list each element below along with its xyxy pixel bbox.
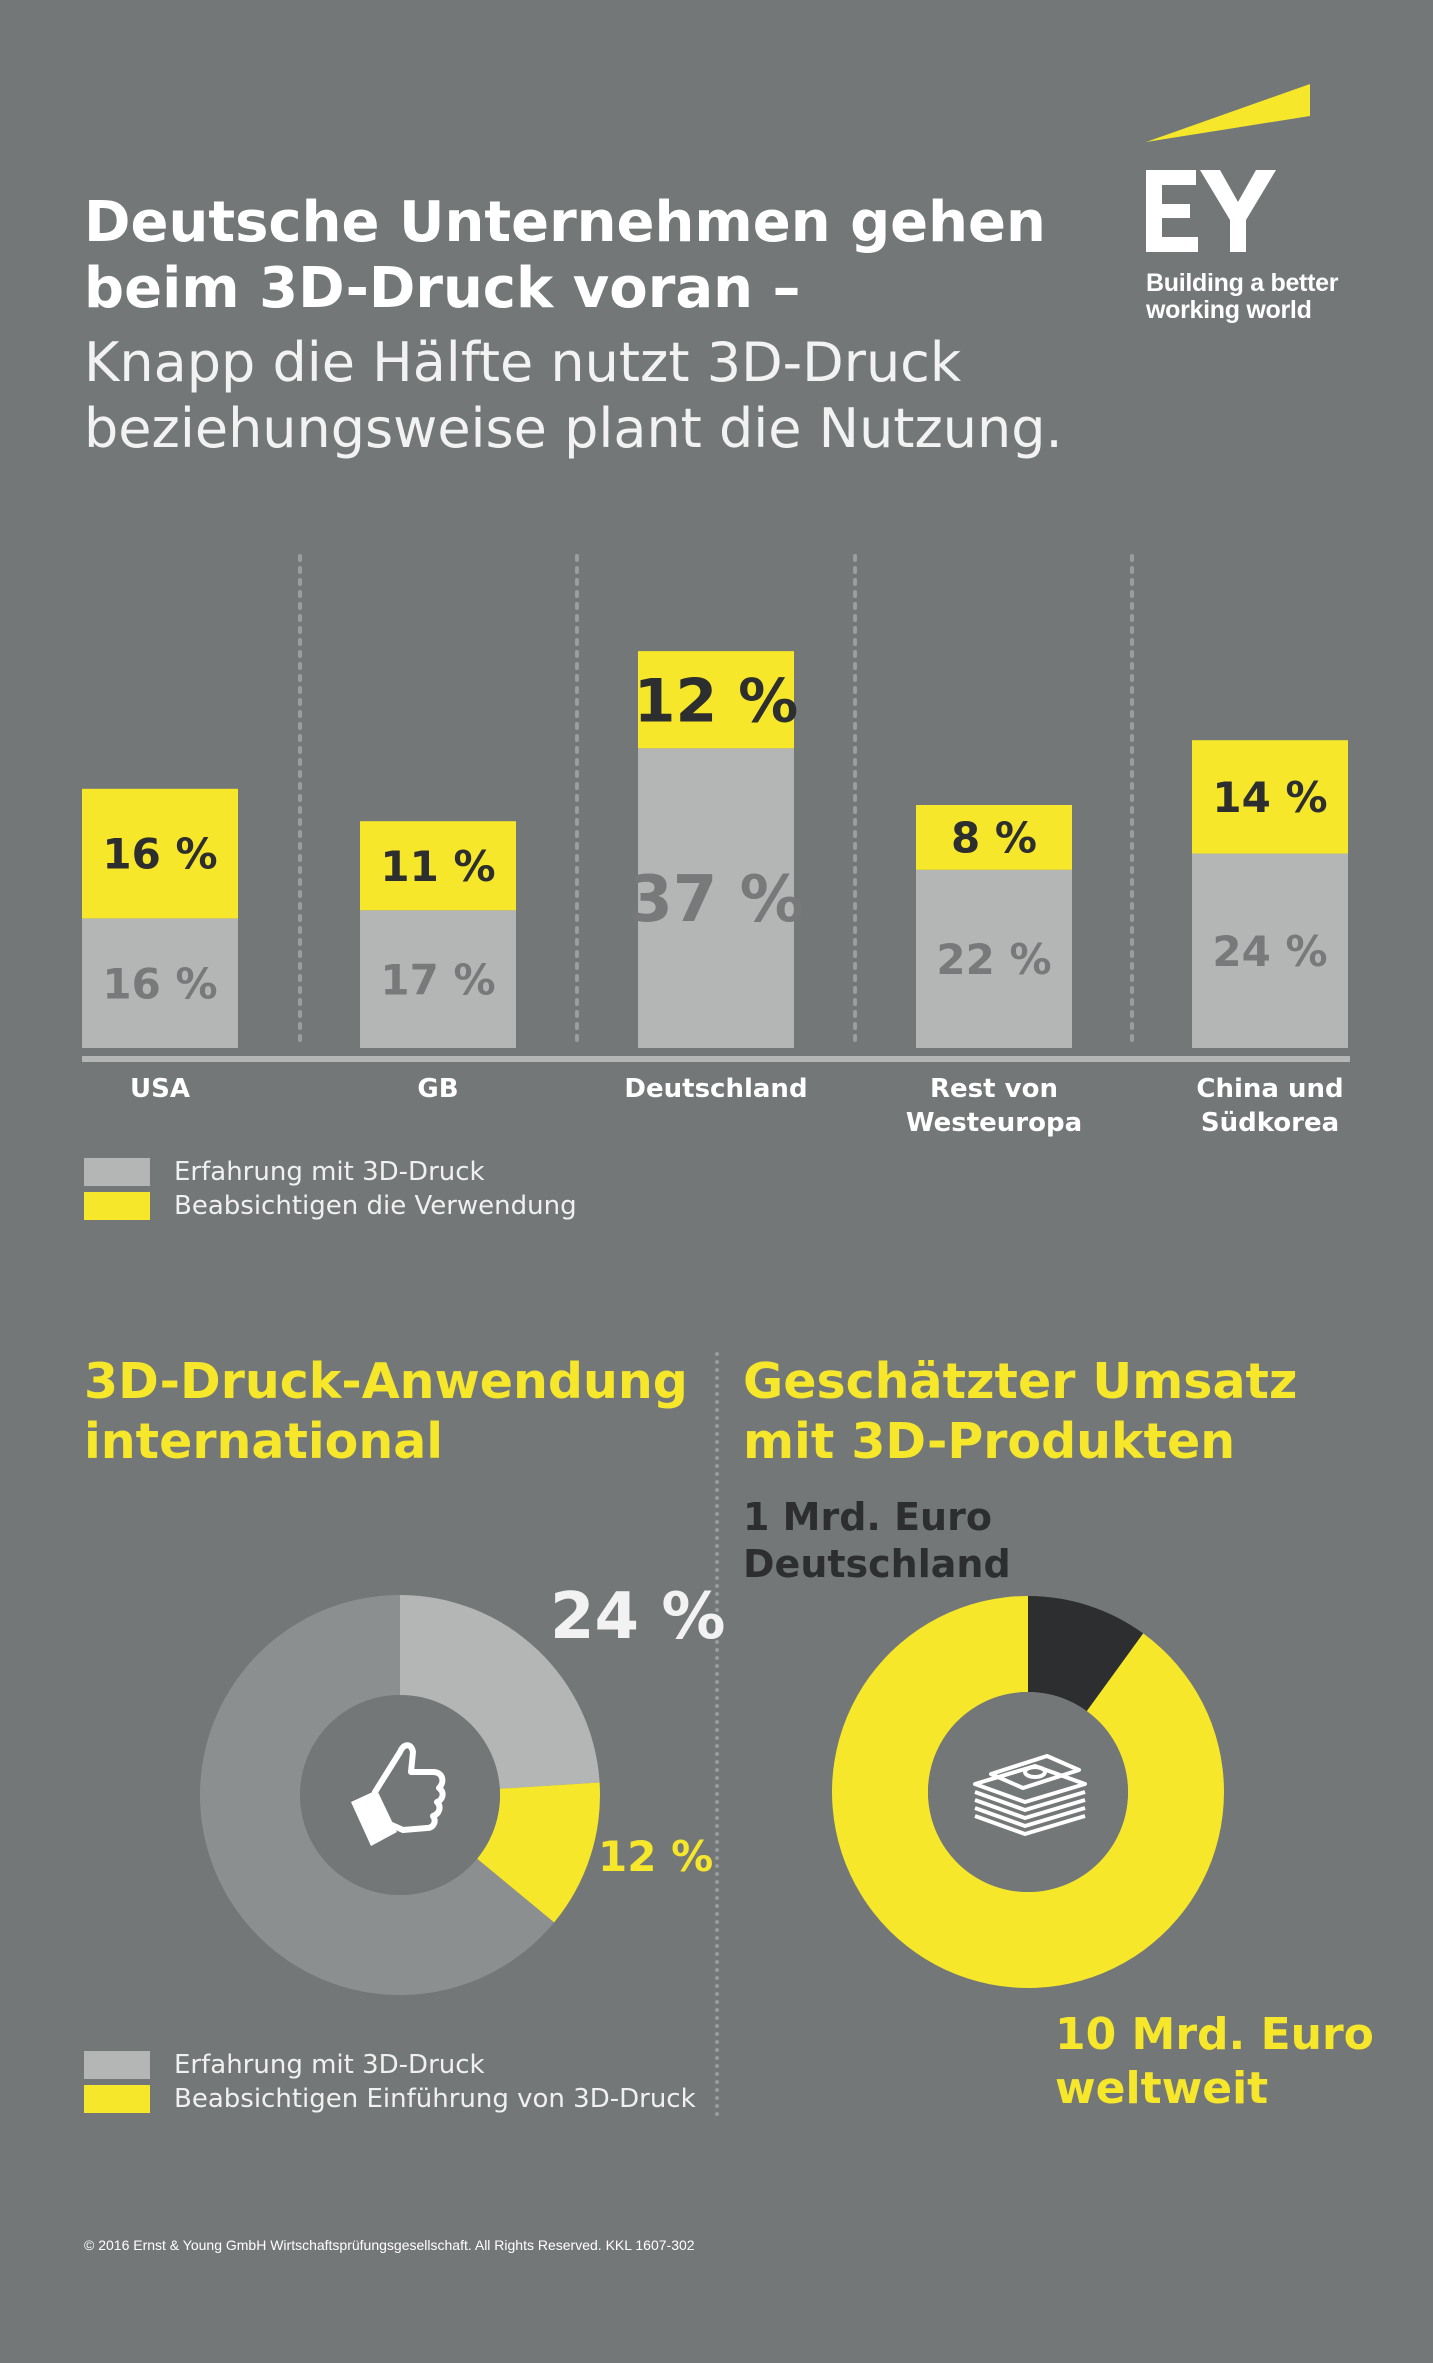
bar-intent xyxy=(916,805,1072,870)
page-title: Deutsche Unternehmen gehen beim 3D-Druck… xyxy=(84,190,1046,321)
legend-swatch-gray xyxy=(84,2051,150,2079)
category-label-westeuropa: Rest von Westeuropa xyxy=(905,1074,1083,1138)
category-label-usa: USA xyxy=(130,1074,190,1104)
data-label-experience: 37 % xyxy=(628,863,803,937)
bar-intent xyxy=(360,821,516,911)
data-label-intent: 16 % xyxy=(102,830,217,879)
legend-label: Erfahrung mit 3D-Druck xyxy=(174,2050,485,2080)
page-subtitle: Knapp die Hälfte nutzt 3D-Druck beziehun… xyxy=(84,331,1063,460)
bar-experience xyxy=(638,748,794,1048)
category-label-deutschland: Deutschland xyxy=(624,1074,808,1104)
donut-hole xyxy=(928,1692,1128,1892)
donut-slice xyxy=(400,1595,600,1789)
bar-chart: 16 % 16 % 17 % 11 % 37 % 12 % 22 % 8 % 24 % 14 % xyxy=(82,554,1350,1062)
legend-item-intent-donut: Beabsichtigen Einführung von 3D-Druck xyxy=(84,2084,696,2114)
legend-item-experience-donut: Erfahrung mit 3D-Druck xyxy=(84,2050,485,2080)
section-title-revenue: Geschätzter Umsatz mit 3D-Produkten xyxy=(743,1353,1298,1470)
donut-usage xyxy=(199,1595,600,1995)
donut-slice xyxy=(832,1596,1224,1988)
slice-label-weltweit: 10 Mrd. Euro weltweit xyxy=(1055,2009,1374,2114)
slice-label-intent: 12 % xyxy=(598,1832,714,1881)
thumbs-up-icon xyxy=(351,1742,446,1846)
donut-slice xyxy=(477,1782,600,1923)
category-label-gb: GB xyxy=(417,1074,459,1104)
data-label-intent: 12 % xyxy=(634,666,799,736)
bar-baseline xyxy=(82,1056,1350,1062)
logo-beam xyxy=(1146,84,1310,142)
section-title-usage: 3D-Druck-Anwendung international xyxy=(84,1353,688,1470)
data-label-intent: 14 % xyxy=(1212,773,1327,822)
donut-hole xyxy=(300,1695,500,1895)
donut-revenue xyxy=(832,1596,1224,1988)
donut-slice xyxy=(199,1595,555,1995)
money-stack-icon xyxy=(973,1754,1087,1836)
legend-label: Erfahrung mit 3D-Druck xyxy=(174,1157,485,1187)
bar-intent xyxy=(82,788,238,919)
category-label-china: China und Südkorea xyxy=(1196,1074,1344,1138)
legend-swatch-yellow xyxy=(84,2085,150,2113)
data-label-experience: 17 % xyxy=(380,955,495,1004)
slice-label-deutschland: 1 Mrd. Euro Deutschland xyxy=(743,1495,1011,1586)
logo-tagline: Building a better working world xyxy=(1146,269,1339,324)
bar-experience xyxy=(82,918,238,1048)
legend-item-intent: Beabsichtigen die Verwendung xyxy=(84,1191,577,1221)
bar-experience xyxy=(360,910,516,1048)
bar-experience xyxy=(1192,853,1348,1048)
data-label-experience: 16 % xyxy=(102,959,217,1008)
legend-label: Beabsichtigen die Verwendung xyxy=(174,1191,577,1221)
bar-intent xyxy=(638,651,794,749)
bar-intent xyxy=(1192,740,1348,854)
section-divider xyxy=(715,1352,719,2117)
slice-label-experience: 24 % xyxy=(550,1580,726,1654)
legend-swatch-gray xyxy=(84,1158,150,1186)
ey-logo xyxy=(1146,84,1310,252)
copyright-footer: © 2016 Ernst & Young GmbH Wirtschaftsprü… xyxy=(84,2237,695,2253)
legend-item-experience: Erfahrung mit 3D-Druck xyxy=(84,1157,485,1187)
legend-swatch-yellow xyxy=(84,1192,150,1220)
logo-letters xyxy=(1146,170,1276,252)
data-label-experience: 22 % xyxy=(936,935,1051,984)
legend-label: Beabsichtigen Einführung von 3D-Druck xyxy=(174,2084,696,2114)
data-label-intent: 11 % xyxy=(380,842,495,891)
donut-slice xyxy=(1028,1596,1144,1712)
bar-experience xyxy=(916,869,1072,1048)
data-label-intent: 8 % xyxy=(951,814,1037,863)
data-label-experience: 24 % xyxy=(1212,927,1327,976)
